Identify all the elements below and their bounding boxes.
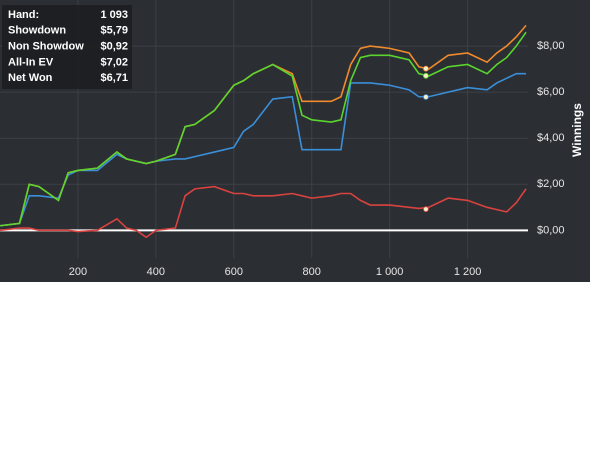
series-line <box>0 185 527 239</box>
tooltip-value: $6,71 <box>100 72 128 84</box>
hover-dot <box>423 65 429 72</box>
tooltip-box <box>2 5 132 89</box>
y-tick-label: $8,00 <box>537 40 565 52</box>
y-tick-label: $2,00 <box>537 178 565 190</box>
tooltip-label: Hand: <box>8 9 39 21</box>
legend-label: Non Showdow <box>8 41 84 53</box>
x-tick-label: 1 200 <box>454 266 482 278</box>
chart: Winnings 200 400 600 800 1 000 1 200 $0,00 $2,0… <box>0 0 590 282</box>
y-tick-label: $6,00 <box>537 86 565 98</box>
y-axis-label: Winnings <box>570 103 584 157</box>
legend-label: Showdown <box>8 25 66 37</box>
x-tick-label: 800 <box>303 266 321 278</box>
tooltip-value: $7,02 <box>100 56 128 68</box>
grid <box>0 0 528 258</box>
lines <box>0 24 527 239</box>
y-tick-label: $0,00 <box>537 224 565 236</box>
y-tick-label: $4,00 <box>537 132 565 144</box>
x-tick-label: 1 000 <box>376 266 404 278</box>
x-tick-label: 600 <box>225 266 243 278</box>
tooltip: Hand: 1 093 Showdown $5,79 Non Showdow $0,92 A… <box>2 5 132 89</box>
tooltip-value: $0,92 <box>100 41 128 53</box>
legend-label: Net Won <box>8 72 53 84</box>
hover-dot <box>423 206 429 213</box>
hover-dot <box>423 72 429 79</box>
series-line <box>0 31 527 227</box>
hover-dot <box>423 94 429 100</box>
series-line <box>0 72 527 227</box>
x-tick-label: 200 <box>69 266 87 278</box>
tooltip-value: 1 093 <box>100 9 128 21</box>
tooltip-value: $5,79 <box>100 25 128 37</box>
legend-label: All-In EV <box>8 56 54 68</box>
x-tick-label: 400 <box>147 266 165 278</box>
